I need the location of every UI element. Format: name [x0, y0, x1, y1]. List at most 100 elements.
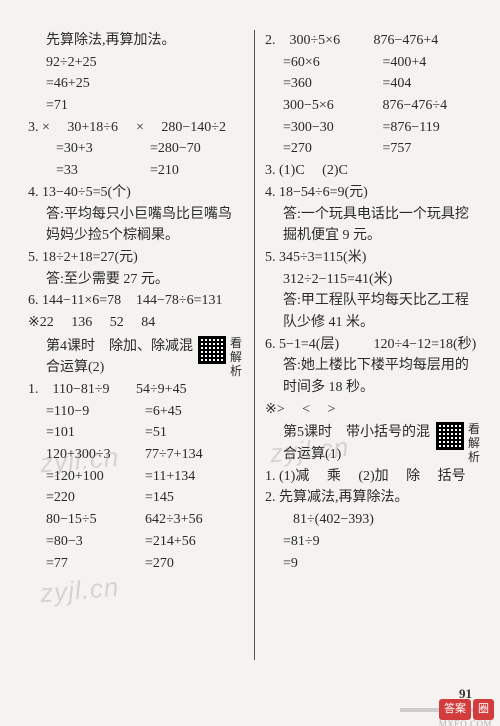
- text-cell: 77÷7+134: [145, 444, 244, 466]
- text-cell: =876−119: [383, 117, 483, 139]
- text-row: =300−30 =876−119: [265, 117, 482, 139]
- badge-text: 答案: [439, 699, 471, 720]
- text-cell: =77: [46, 553, 145, 575]
- text-cell: 3. × 30+18÷6: [28, 117, 136, 139]
- text-line: =81÷9: [265, 531, 482, 553]
- text-line: 时间多 18 秒。: [265, 377, 482, 399]
- text-cell: 2. 300÷5×6: [265, 30, 374, 52]
- text-line: 队少修 41 米。: [265, 312, 482, 334]
- text-row: =77 =270: [28, 553, 244, 575]
- text-cell: =6+45: [145, 401, 244, 423]
- badge-text: 圈: [473, 699, 494, 720]
- text-cell: =360: [283, 73, 383, 95]
- text-row: =360 =404: [265, 73, 482, 95]
- text-cell: =11+134: [145, 466, 244, 488]
- text-cell: =120+100: [46, 466, 145, 488]
- text-row: 3. × 30+18÷6 × 280−140÷2: [28, 117, 244, 139]
- text-cell: =270: [283, 138, 383, 160]
- text-cell: 876−476+4: [374, 30, 483, 52]
- text-line: =71: [28, 95, 244, 117]
- text-line: 5. 18÷2+18=27(元): [28, 247, 244, 269]
- text-cell: =145: [145, 487, 244, 509]
- text-cell: =300−30: [283, 117, 383, 139]
- text-line: 妈妈少捡5个棕榈果。: [28, 225, 244, 247]
- text-cell: =220: [46, 487, 145, 509]
- two-column-layout: 先算除法,再算加法。 92÷2+25 =46+25 =71 3. × 30+18…: [28, 30, 482, 660]
- text-cell: 876−476÷4: [383, 95, 483, 117]
- text-line: 掘机便宜 9 元。: [265, 225, 482, 247]
- text-cell: 120÷4−12=18(秒): [374, 334, 483, 356]
- text-cell: =757: [383, 138, 483, 160]
- text-line: 5. 345÷3=115(米): [265, 247, 482, 269]
- text-cell: 642÷3+56: [145, 509, 244, 531]
- text-line: ※22 136 52 84: [28, 312, 244, 334]
- text-line: 答:甲工程队平均每天比乙工程: [265, 290, 482, 312]
- text-cell: =280−70: [150, 138, 244, 160]
- text-line: 1. (1)减 乘 (2)加 除 括号: [265, 466, 482, 488]
- text-cell: =30+3: [56, 138, 150, 160]
- text-cell: 6. 5−1=4(层): [265, 334, 374, 356]
- text-row: =60×6 =400+4: [265, 52, 482, 74]
- text-row: =101 =51: [28, 422, 244, 444]
- text-cell: =101: [46, 422, 145, 444]
- text-row: 6. 5−1=4(层) 120÷4−12=18(秒): [265, 334, 482, 356]
- text-cell: 1. 110−81÷9: [28, 379, 136, 401]
- text-line: 答:一个玩具电话比一个玩具挖: [265, 204, 482, 226]
- text-cell: =51: [145, 422, 244, 444]
- badge-domain: MXEQ.COM: [439, 718, 492, 726]
- section-title: 第5课时 带小括号的混合运算(1): [265, 422, 436, 465]
- text-cell: =210: [150, 160, 244, 182]
- text-row: =270 =757: [265, 138, 482, 160]
- text-line: 答:至少需要 27 元。: [28, 269, 244, 291]
- text-line: 92÷2+25: [28, 52, 244, 74]
- text-cell: 120+300÷3: [46, 444, 145, 466]
- text-cell: 6. 144−11×6=78: [28, 290, 136, 312]
- text-row: =120+100 =11+134: [28, 466, 244, 488]
- section-title: 第4课时 除加、除减混合运算(2): [28, 336, 198, 379]
- text-cell: =214+56: [145, 531, 244, 553]
- text-row: 120+300÷3 77÷7+134: [28, 444, 244, 466]
- text-line: 312÷2−115=41(米): [265, 269, 482, 291]
- text-row: =30+3 =280−70: [28, 138, 244, 160]
- qr-code-icon: [436, 422, 464, 450]
- text-line: ※> < >: [265, 399, 482, 421]
- text-cell: =110−9: [46, 401, 145, 423]
- text-row: 300−5×6 876−476÷4: [265, 95, 482, 117]
- text-row: 6. 144−11×6=78 144−78÷6=131: [28, 290, 244, 312]
- text-line: 81÷(402−393): [265, 509, 482, 531]
- text-cell: =400+4: [383, 52, 483, 74]
- text-row: 1. 110−81÷9 54÷9+45: [28, 379, 244, 401]
- text-cell: 80−15÷5: [46, 509, 145, 531]
- text-cell: × 280−140÷2: [136, 117, 244, 139]
- text-row: =80−3 =214+56: [28, 531, 244, 553]
- section-header: 第4课时 除加、除减混合运算(2) 看解析: [28, 336, 244, 379]
- section-header: 第5课时 带小括号的混合运算(1) 看解析: [265, 422, 482, 465]
- text-cell: 300−5×6: [283, 95, 383, 117]
- left-column: 先算除法,再算加法。 92÷2+25 =46+25 =71 3. × 30+18…: [28, 30, 255, 660]
- text-cell: =270: [145, 553, 244, 575]
- text-line: 4. 18−54÷6=9(元): [265, 182, 482, 204]
- text-cell: =60×6: [283, 52, 383, 74]
- text-row: =33 =210: [28, 160, 244, 182]
- text-line: 3. (1)C (2)C: [265, 160, 482, 182]
- qr-code-icon: [198, 336, 226, 364]
- text-row: 80−15÷5 642÷3+56: [28, 509, 244, 531]
- text-line: 4. 13−40÷5=5(个): [28, 182, 244, 204]
- text-line: =46+25: [28, 73, 244, 95]
- text-cell: =404: [383, 73, 483, 95]
- text-line: 答:她上楼比下楼平均每层用的: [265, 355, 482, 377]
- right-column: 2. 300÷5×6 876−476+4 =60×6 =400+4 =360 =…: [255, 30, 482, 660]
- page-root: 先算除法,再算加法。 92÷2+25 =46+25 =71 3. × 30+18…: [0, 0, 500, 726]
- qr-label: 看解析: [228, 336, 244, 378]
- text-cell: 144−78÷6=131: [136, 290, 244, 312]
- text-line: =9: [265, 553, 482, 575]
- text-row: 2. 300÷5×6 876−476+4: [265, 30, 482, 52]
- corner-badge: 答案 圈 MXEQ.COM: [439, 699, 494, 720]
- text-cell: =80−3: [46, 531, 145, 553]
- qr-label: 看解析: [466, 422, 482, 464]
- text-row: =220 =145: [28, 487, 244, 509]
- text-line: 答:平均每只小巨嘴鸟比巨嘴鸟: [28, 204, 244, 226]
- text-cell: =33: [56, 160, 150, 182]
- text-row: =110−9 =6+45: [28, 401, 244, 423]
- text-cell: 54÷9+45: [136, 379, 244, 401]
